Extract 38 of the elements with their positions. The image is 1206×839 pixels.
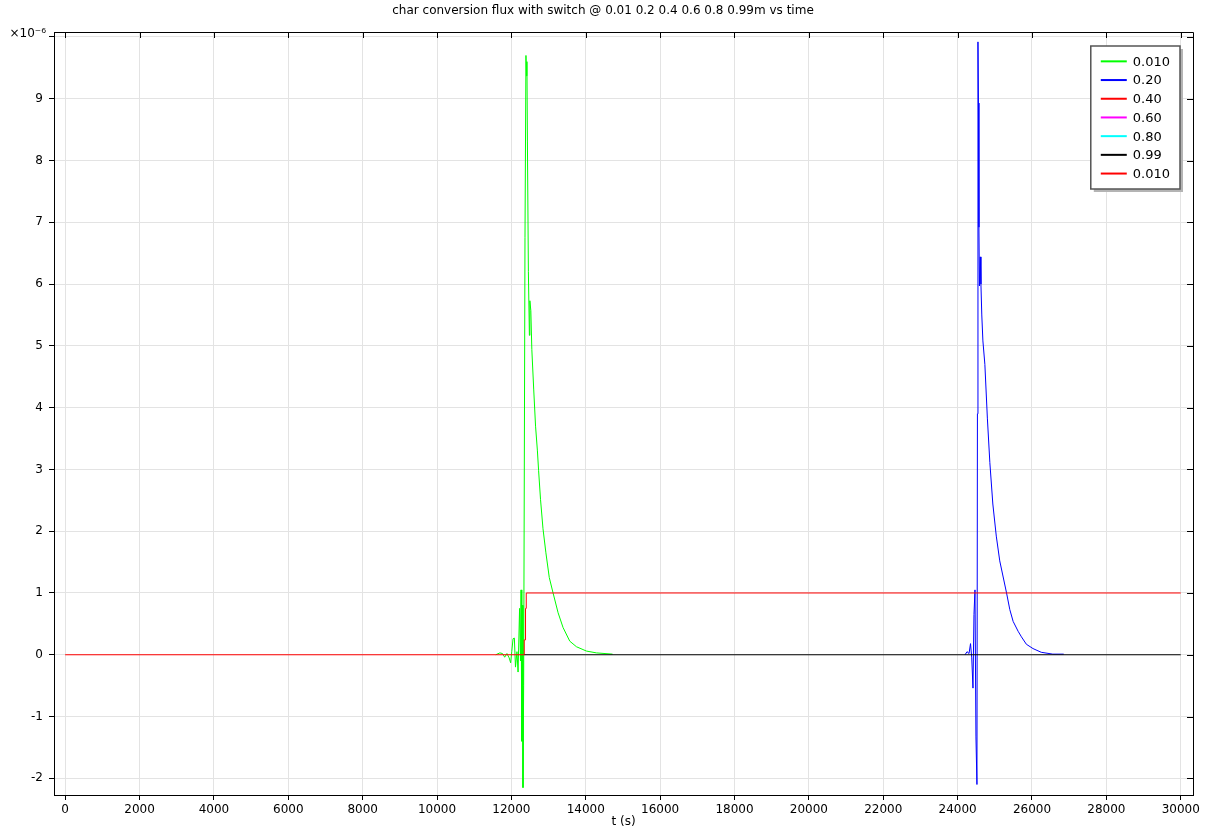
x-tick-label: 10000 <box>417 802 457 817</box>
y-tick-label: -2 <box>31 770 43 785</box>
y-tick-label: 1 <box>35 585 43 600</box>
legend-label: 0.20 <box>1132 72 1162 88</box>
y-tick-label: 2 <box>35 523 43 538</box>
x-tick-label: 28000 <box>1087 802 1126 817</box>
x-tick-label: 12000 <box>492 802 531 817</box>
x-tick-label: 22000 <box>864 802 903 817</box>
y-tick-label: 0 <box>35 646 43 661</box>
legend-label: 0.40 <box>1132 91 1162 107</box>
x-tick-label: 24000 <box>938 802 977 817</box>
x-axis-title: t (s) <box>611 813 636 828</box>
x-tick-label: 4000 <box>198 802 230 817</box>
x-tick-label: 18000 <box>715 802 754 817</box>
x-tick-label: 0 <box>61 802 69 817</box>
y-tick-label: -1 <box>31 708 43 723</box>
x-tick-label: 2000 <box>124 802 155 817</box>
x-tick-label: 6000 <box>273 802 304 817</box>
y-tick-label: 6 <box>35 276 43 291</box>
legend-label: 0.80 <box>1132 128 1162 144</box>
text: ×10⁻⁶ <box>9 26 47 41</box>
x-tick-label: 8000 <box>347 802 378 817</box>
x-tick-label: 26000 <box>1012 802 1052 817</box>
legend-label: 0.99 <box>1132 147 1162 163</box>
legend-label: 0.60 <box>1132 109 1162 125</box>
y-tick-label: 9 <box>35 90 43 105</box>
legend-label: 0.010 <box>1132 53 1170 69</box>
x-tick-label: 30000 <box>1161 802 1200 817</box>
y-tick-label: 5 <box>35 337 43 352</box>
x-tick-label: 16000 <box>641 802 680 817</box>
y-tick-label: 8 <box>35 152 43 167</box>
y-tick-label: 4 <box>35 399 43 414</box>
chart-title: char conversion flux with switch @ 0.01 0.2 0.4 0.6 0.8 0.99m vs time <box>392 3 814 18</box>
y-tick-label: 3 <box>35 461 43 476</box>
x-tick-label: 14000 <box>566 802 605 817</box>
y-tick-label: 7 <box>35 214 43 229</box>
legend-label: 0.010 <box>1132 165 1170 181</box>
x-tick-label: 20000 <box>789 802 828 817</box>
